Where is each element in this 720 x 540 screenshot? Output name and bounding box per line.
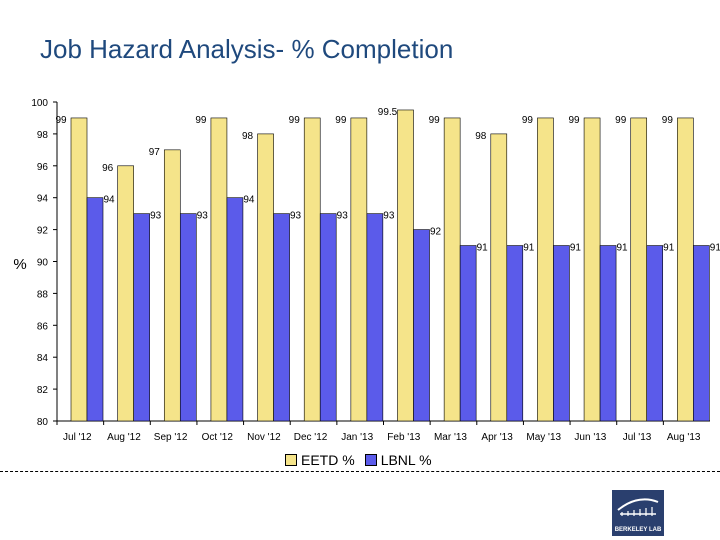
y-tick-label: 86 xyxy=(37,321,49,332)
bar-lbnl xyxy=(599,245,617,422)
data-label-lbnl: 91 xyxy=(523,243,535,254)
chart-title: Job Hazard Analysis- % Completion xyxy=(40,34,454,64)
legend: EETD % LBNL % xyxy=(285,452,442,468)
x-tick-label: Sep '12 xyxy=(154,432,188,443)
bar-eetd xyxy=(397,109,414,422)
legend-label-eetd: EETD % xyxy=(301,452,355,468)
x-tick-label: Aug '12 xyxy=(107,432,141,443)
y-tick-label: 88 xyxy=(37,289,49,300)
data-label-lbnl: 91 xyxy=(710,243,720,254)
data-label-eetd: 98 xyxy=(475,131,487,142)
bar-eetd xyxy=(490,133,508,422)
data-label-eetd: 99 xyxy=(55,115,67,126)
bar-eetd xyxy=(537,117,554,422)
bar-lbnl xyxy=(133,213,150,422)
data-label-lbnl: 91 xyxy=(477,243,489,254)
bar-lbnl xyxy=(226,197,244,422)
footer-divider xyxy=(0,471,720,472)
bar-lbnl xyxy=(693,245,710,422)
data-label-lbnl: 93 xyxy=(383,211,395,222)
bar-lbnl xyxy=(319,213,337,422)
y-axis-label: % xyxy=(13,256,26,273)
legend-label-lbnl: LBNL % xyxy=(380,452,432,468)
data-label-eetd: 97 xyxy=(149,147,161,158)
data-label-lbnl: 91 xyxy=(617,243,629,254)
bar-lbnl xyxy=(179,213,197,422)
y-tick-label: 98 xyxy=(37,130,49,141)
bar-lbnl xyxy=(273,213,290,422)
logo-text: BERKELEY LAB xyxy=(614,527,662,533)
bar-eetd xyxy=(257,133,274,422)
axes: 80 82 84 86 88 90 92 94 96 98 100% Jul '12 Aug '12 Se… xyxy=(13,98,710,443)
y-tick-label: 82 xyxy=(37,385,49,396)
data-label-lbnl: 93 xyxy=(290,211,302,222)
bar-eetd xyxy=(303,117,321,422)
bar-eetd xyxy=(677,117,694,422)
data-label-eetd: 99 xyxy=(429,115,441,126)
x-tick-label: Feb '13 xyxy=(387,432,420,443)
data-label-lbnl: 92 xyxy=(430,227,442,238)
legend-item-eetd: EETD % xyxy=(285,452,355,468)
bar-eetd xyxy=(443,117,461,422)
legend-swatch-lbnl xyxy=(364,454,377,466)
x-tick-label: Jul '12 xyxy=(63,432,92,443)
data-label-eetd: 99 xyxy=(289,115,301,126)
bar-eetd xyxy=(630,117,648,422)
data-label-eetd: 99 xyxy=(569,115,581,126)
y-tick-label: 90 xyxy=(37,258,49,269)
data-label-eetd: 99 xyxy=(335,115,347,126)
bar-lbnl xyxy=(86,197,104,422)
bar-eetd xyxy=(210,117,228,422)
bar-eetd xyxy=(70,117,88,422)
data-label-lbnl: 93 xyxy=(337,211,349,222)
data-label-lbnl: 93 xyxy=(150,211,162,222)
bar-lbnl xyxy=(366,213,384,422)
bar-eetd xyxy=(163,149,181,422)
bar-lbnl xyxy=(506,245,524,422)
x-tick-label: Apr '13 xyxy=(481,432,513,443)
data-label-lbnl: 94 xyxy=(243,195,255,206)
bar-eetd xyxy=(583,117,601,422)
x-tick-label: Mar '13 xyxy=(434,432,467,443)
data-label-eetd: 99 xyxy=(615,115,627,126)
x-tick-label: Jan '13 xyxy=(341,432,373,443)
bar-lbnl xyxy=(646,245,664,422)
data-label-lbnl: 91 xyxy=(570,243,582,254)
y-tick-label: 100 xyxy=(31,98,48,109)
y-tick-label: 94 xyxy=(37,194,49,205)
x-tick-label: Aug '13 xyxy=(667,432,701,443)
data-label-lbnl: 93 xyxy=(197,211,209,222)
data-label-eetd: 98 xyxy=(242,131,254,142)
legend-item-lbnl: LBNL % xyxy=(364,452,432,468)
data-label-eetd: 99 xyxy=(662,115,674,126)
x-tick-label: Dec '12 xyxy=(294,432,328,443)
y-tick-label: 80 xyxy=(37,417,49,428)
data-label-eetd: 96 xyxy=(102,163,114,174)
y-tick-label: 84 xyxy=(37,353,49,364)
data-labels: 99 94 96 93 97 93 99 94 98 93 99 93 99 93 99.5 92 99 91 98… xyxy=(55,107,720,254)
x-tick-label: Jun '13 xyxy=(574,432,606,443)
data-label-eetd: 99 xyxy=(522,115,534,126)
x-tick-label: Nov '12 xyxy=(247,432,281,443)
berkeley-lab-logo: BERKELEY LAB xyxy=(612,490,664,536)
data-label-lbnl: 94 xyxy=(103,195,115,206)
x-tick-label: Jul '13 xyxy=(623,432,652,443)
logo-building-icon xyxy=(617,498,659,516)
data-label-lbnl: 91 xyxy=(663,243,675,254)
legend-swatch-eetd xyxy=(285,454,297,466)
data-label-eetd: 99.5 xyxy=(378,107,398,118)
y-tick-label: 96 xyxy=(37,162,49,173)
bar-lbnl xyxy=(553,245,570,422)
x-tick-label: May '13 xyxy=(526,432,561,443)
bar-lbnl xyxy=(459,245,477,422)
bar-lbnl xyxy=(413,229,430,422)
bar-chart: 80 82 84 86 88 90 92 94 96 98 100% Jul '12 Aug '12 Se… xyxy=(13,98,720,443)
x-tick-label: Oct '12 xyxy=(202,432,234,443)
data-label-eetd: 99 xyxy=(195,115,207,126)
y-tick-label: 92 xyxy=(37,226,49,237)
bar-eetd xyxy=(350,117,368,422)
bar-eetd xyxy=(117,165,134,422)
bars xyxy=(70,109,710,422)
